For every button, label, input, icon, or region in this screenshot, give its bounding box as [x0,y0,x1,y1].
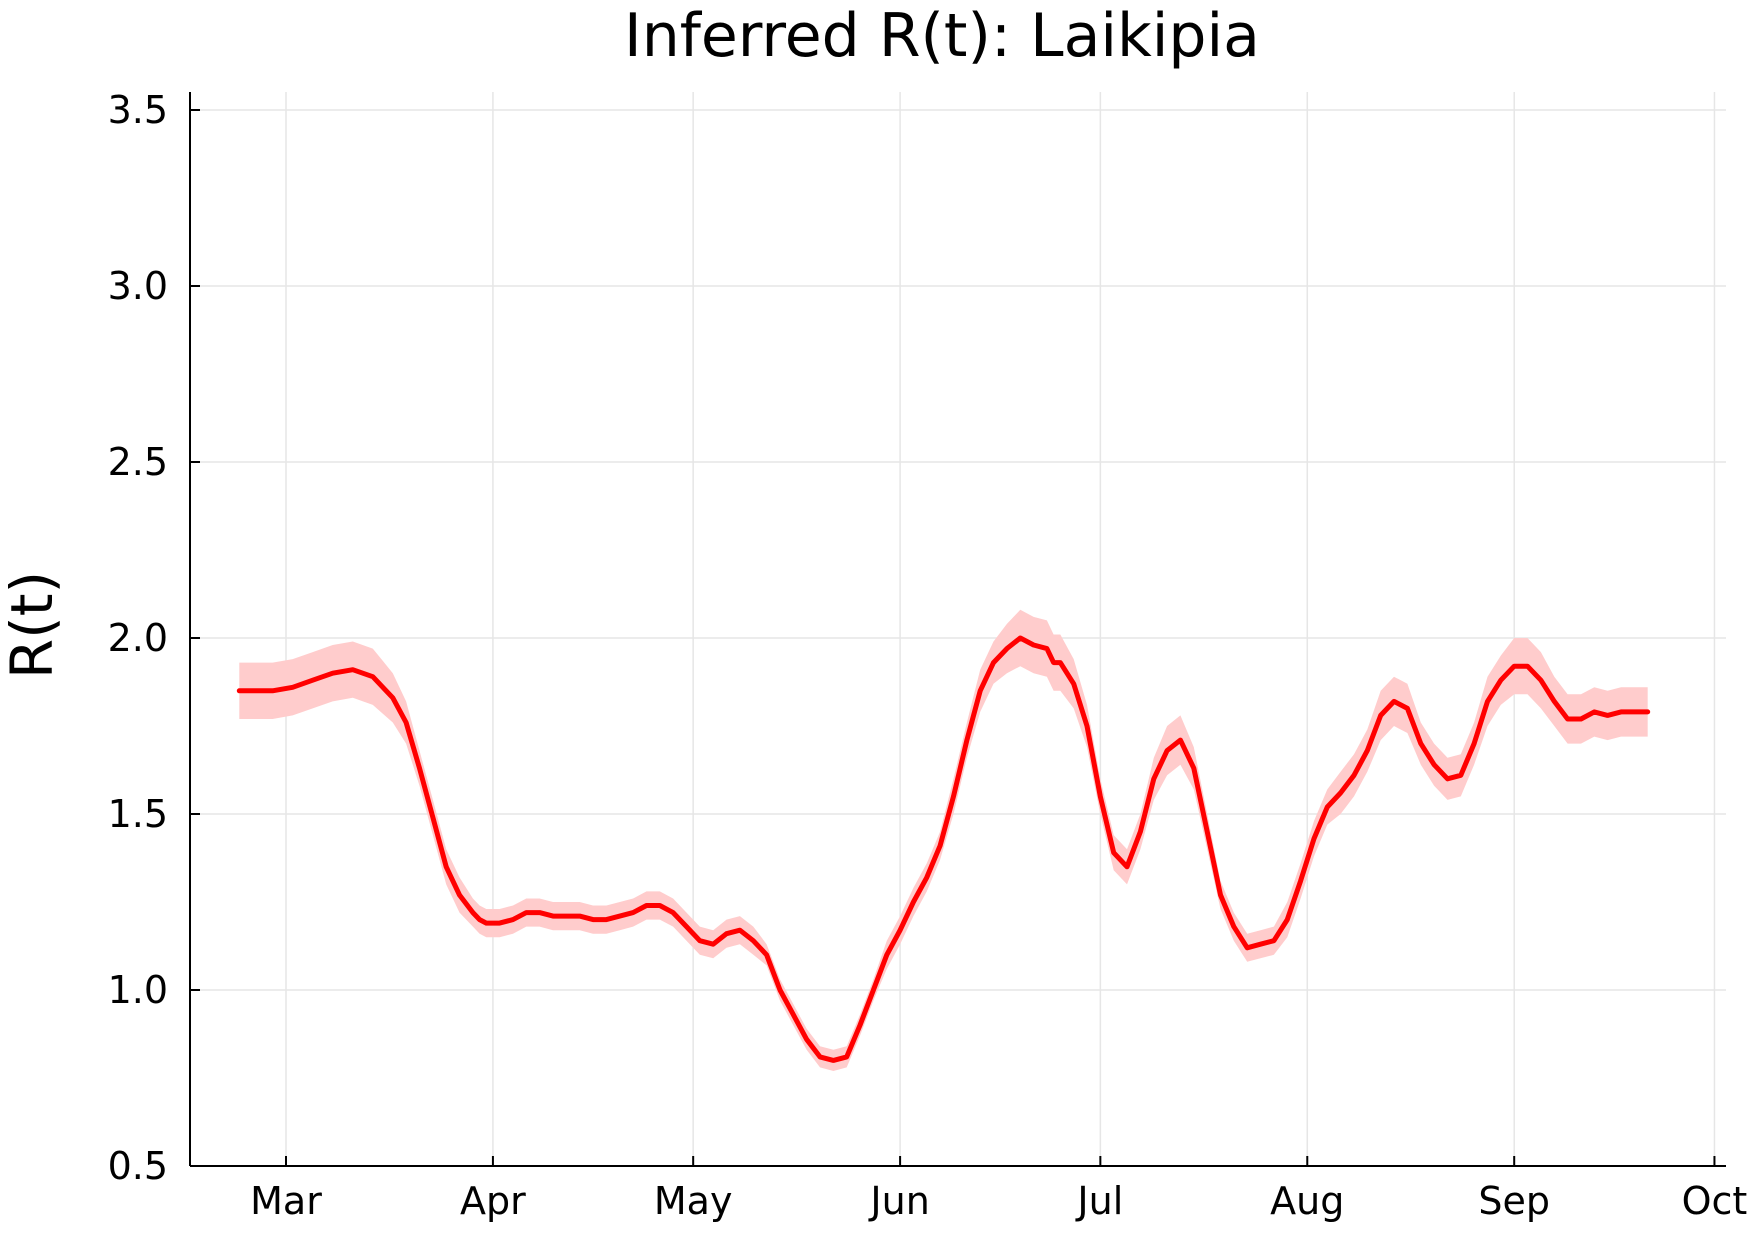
x-tick-label-sep: Sep [1478,1179,1550,1223]
y-tick-label: 2.5 [108,440,168,484]
y-tick-label: 3.0 [108,264,168,308]
y-tick-label: 1.5 [108,792,168,836]
x-tick-label-jul: Jul [1075,1179,1123,1223]
rt-mean-line [236,635,1651,1063]
y-tick-label: 2.0 [108,616,168,660]
ticks: 0.5 1.0 1.5 2.0 2.5 3.0 3.5 Mar Apr May Jun Jul Aug S… [108,88,1748,1223]
series-line-layer [236,635,1651,1063]
x-tick-label-mar: Mar [250,1179,322,1223]
chart-title: Inferred R(t): Laikipia [624,1,1260,71]
x-tick-label-oct: Oct [1682,1179,1748,1223]
axes [189,92,1726,1167]
y-axis-label: R(t) [0,571,66,679]
y-tick-label: 3.5 [108,88,168,132]
y-tick-label: 1.0 [108,968,168,1012]
x-tick-label-may: May [654,1179,733,1223]
x-tick-label-apr: Apr [460,1179,526,1223]
x-tick-label-aug: Aug [1270,1179,1344,1223]
grid-lines [190,92,1726,1167]
y-tick-label: 0.5 [108,1144,168,1188]
x-tick-label-jun: Jun [868,1179,929,1223]
